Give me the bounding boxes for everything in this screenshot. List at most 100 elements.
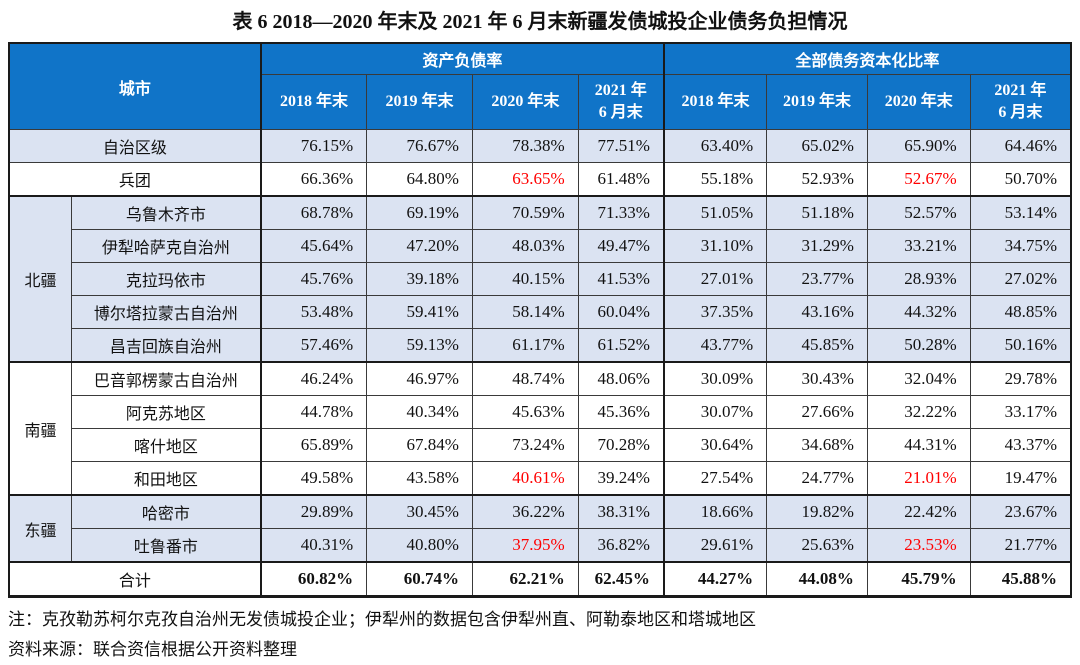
- value-cell: 66.36%: [259, 162, 368, 197]
- value-cell: 33.17%: [969, 395, 1072, 429]
- value-cell: 43.58%: [366, 461, 473, 496]
- value-cell: 36.22%: [471, 494, 579, 529]
- table-row: 东疆 哈密市 29.89% 30.45% 36.22% 38.31% 18.66% 19.82…: [8, 494, 1072, 563]
- city-cell: 喀什地区: [70, 428, 262, 462]
- value-cell: 50.28%: [866, 328, 971, 363]
- value-cell: 53.14%: [969, 195, 1072, 230]
- value-cell: 69.19%: [366, 195, 473, 230]
- value-cell: 51.05%: [662, 195, 768, 230]
- title-emphasis: 新疆发债城投企业债务负担情况: [567, 11, 848, 33]
- value-cell: 63.40%: [662, 129, 768, 163]
- value-cell: 30.09%: [662, 361, 768, 396]
- table-body: 自治区级 76.15% 76.67% 78.38% 77.51% 63.40% 65.02%…: [8, 129, 1072, 597]
- value-cell: 65.89%: [259, 428, 368, 462]
- value-cell: 40.15%: [471, 262, 579, 296]
- value-cell: 55.18%: [662, 162, 768, 197]
- value-cell: 43.16%: [766, 295, 868, 329]
- value-cell: 70.28%: [577, 428, 665, 462]
- value-cell: 60.04%: [577, 295, 665, 329]
- value-cell: 46.24%: [259, 361, 368, 396]
- city-cell: 巴音郭楞蒙古自治州: [70, 361, 262, 396]
- city-cell: 和田地区: [70, 461, 262, 496]
- value-cell: 64.46%: [969, 129, 1072, 163]
- value-cell: 40.80%: [366, 528, 473, 563]
- value-cell: 52.57%: [866, 195, 971, 230]
- value-cell: 53.48%: [259, 295, 368, 329]
- value-cell: 25.63%: [766, 528, 868, 563]
- value-cell: 45.63%: [471, 395, 579, 429]
- table-row: 兵团 66.36% 64.80% 63.65% 61.48% 55.18% 52.93% 52…: [8, 162, 1072, 197]
- value-cell: 62.45%: [577, 561, 665, 597]
- value-cell: 29.89%: [259, 494, 368, 529]
- header-period: 2021 年 6 月末: [577, 74, 665, 130]
- table-row: 和田地区 49.58% 43.58% 40.61% 39.24% 27.54% 24.77%…: [9, 461, 1072, 496]
- value-cell: 70.59%: [471, 195, 579, 230]
- value-cell: 43.77%: [662, 328, 768, 363]
- value-cell: 45.85%: [766, 328, 868, 363]
- table-row: 伊犁哈萨克自治州 45.64% 47.20% 48.03% 49.47% 31.10% 31…: [9, 229, 1072, 263]
- value-cell: 24.77%: [766, 461, 868, 496]
- value-cell: 67.84%: [366, 428, 473, 462]
- header-period: 2018 年末: [662, 74, 768, 130]
- table-header: 城市 资产负债率 全部债务资本化比率 2018 年末 2019 年末 2020 年末 202…: [8, 42, 1072, 130]
- value-cell: 19.82%: [766, 494, 868, 529]
- header-group-1: 全部债务资本化比率: [662, 42, 1072, 75]
- value-cell: 46.97%: [366, 361, 473, 396]
- table-row: 阿克苏地区 44.78% 40.34% 45.63% 45.36% 30.07% 27.66…: [9, 395, 1072, 429]
- note-line: 注：克孜勒苏柯尔克孜自治州无发债城投企业；伊犁州的数据包含伊犁州直、阿勒泰地区和…: [8, 610, 756, 629]
- header-group-0: 资产负债率: [259, 42, 665, 75]
- value-cell: 64.80%: [366, 162, 473, 197]
- header-period: 2019 年末: [366, 74, 473, 130]
- city-cell: 克拉玛依市: [70, 262, 262, 296]
- page-title: 表 6 2018—2020 年末及 2021 年 6 月末新疆发债城投企业债务负…: [0, 9, 1080, 35]
- value-cell: 40.61%: [471, 461, 579, 496]
- table-row: 北疆 乌鲁木齐市 68.78% 69.19% 70.59% 71.33% 51.05% 51.…: [8, 195, 1072, 363]
- value-cell: 32.22%: [866, 395, 971, 429]
- value-cell: 37.35%: [662, 295, 768, 329]
- value-cell: 49.47%: [577, 229, 665, 263]
- value-cell: 32.04%: [866, 361, 971, 396]
- value-cell: 48.74%: [471, 361, 579, 396]
- value-cell: 22.42%: [866, 494, 971, 529]
- value-cell: 44.31%: [866, 428, 971, 462]
- table-row: 吐鲁番市 40.31% 40.80% 37.95% 36.82% 29.61% 25.63%…: [9, 528, 1072, 563]
- value-cell: 37.95%: [471, 528, 579, 563]
- value-cell: 27.66%: [766, 395, 868, 429]
- value-cell: 52.93%: [766, 162, 868, 197]
- value-cell: 18.66%: [662, 494, 768, 529]
- value-cell: 34.75%: [969, 229, 1072, 263]
- region-cell: 东疆: [8, 494, 72, 563]
- value-cell: 30.43%: [766, 361, 868, 396]
- value-cell: 27.54%: [662, 461, 768, 496]
- value-cell: 21.77%: [969, 528, 1072, 563]
- value-cell: 60.74%: [366, 561, 473, 597]
- table-row: 自治区级 76.15% 76.67% 78.38% 77.51% 63.40% 65.02%…: [8, 129, 1072, 163]
- value-cell: 29.61%: [662, 528, 768, 563]
- city-cell: 博尔塔拉蒙古自治州: [70, 295, 262, 329]
- row-label-cell: 自治区级: [8, 129, 262, 163]
- region-cell: 北疆: [8, 195, 72, 363]
- value-cell: 39.18%: [366, 262, 473, 296]
- value-cell: 61.48%: [577, 162, 665, 197]
- header-period: 2020 年末: [471, 74, 579, 130]
- table-footnotes: 注：克孜勒苏柯尔克孜自治州无发债城投企业；伊犁州的数据包含伊犁州直、阿勒泰地区和…: [8, 605, 1080, 665]
- value-cell: 73.24%: [471, 428, 579, 462]
- value-cell: 52.67%: [866, 162, 971, 197]
- value-cell: 45.76%: [259, 262, 368, 296]
- row-label-cell: 兵团: [8, 162, 262, 197]
- row-label-cell: 合计: [8, 561, 262, 597]
- value-cell: 43.37%: [969, 428, 1072, 462]
- value-cell: 27.02%: [969, 262, 1072, 296]
- value-cell: 23.67%: [969, 494, 1072, 529]
- value-cell: 27.01%: [662, 262, 768, 296]
- value-cell: 33.21%: [866, 229, 971, 263]
- value-cell: 23.53%: [866, 528, 971, 563]
- value-cell: 71.33%: [577, 195, 665, 230]
- table-row: 博尔塔拉蒙古自治州 53.48% 59.41% 58.14% 60.04% 37.35% 4…: [9, 295, 1072, 329]
- value-cell: 68.78%: [259, 195, 368, 230]
- city-cell: 阿克苏地区: [70, 395, 262, 429]
- city-cell: 伊犁哈萨克自治州: [70, 229, 262, 263]
- value-cell: 62.21%: [471, 561, 579, 597]
- value-cell: 61.17%: [471, 328, 579, 363]
- value-cell: 48.03%: [471, 229, 579, 263]
